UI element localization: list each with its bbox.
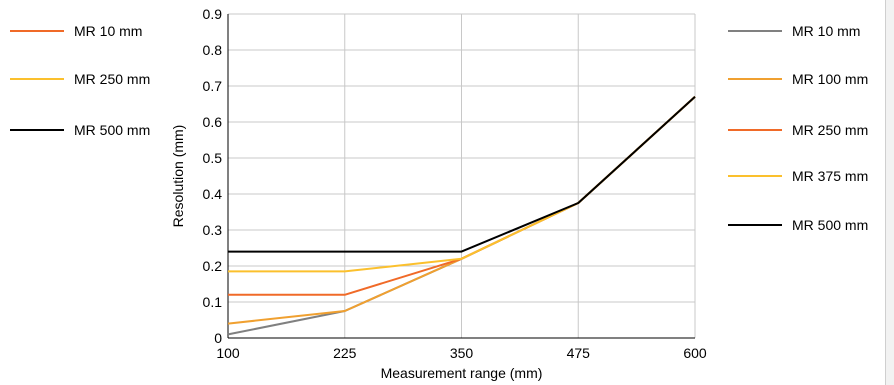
legend-right-item: MR 100 mm (728, 69, 868, 89)
legend-label: MR 500 mm (74, 122, 151, 138)
legend-label: MR 250 mm (74, 71, 151, 87)
legend-swatch (728, 224, 782, 226)
legend-right-item: MR 500 mm (728, 215, 868, 235)
legend-swatch (728, 30, 782, 32)
legend-label: MR 375 mm (792, 168, 869, 184)
legend-swatch (10, 129, 64, 131)
y-tick-label: 0.4 (203, 186, 223, 202)
y-tick-label: 0.7 (203, 78, 223, 94)
y-axis-title: Resolution (mm) (170, 125, 186, 228)
y-tick-label: 0 (214, 330, 222, 346)
legend-swatch (728, 129, 782, 131)
legend-swatch (728, 78, 782, 80)
y-tick-label: 0.1 (203, 294, 223, 310)
series-line (228, 96, 696, 253)
legend-left-item: MR 250 mm (10, 69, 150, 89)
legend-right-item: MR 250 mm (728, 120, 868, 140)
legend-label: MR 250 mm (792, 122, 869, 138)
y-tick-label: 0.2 (203, 258, 223, 274)
x-tick-label: 600 (683, 345, 707, 361)
legend-label: MR 500 mm (792, 217, 869, 233)
x-tick-label: 100 (216, 345, 240, 361)
legend-left-item: MR 500 mm (10, 120, 150, 140)
y-tick-label: 0.8 (203, 42, 223, 58)
legend-left-item: MR 10 mm (10, 21, 142, 41)
x-axis-title: Measurement range (mm) (381, 365, 543, 381)
legend-label: MR 10 mm (74, 23, 143, 39)
x-tick-label: 225 (333, 345, 357, 361)
x-tick-label: 350 (450, 345, 474, 361)
y-tick-label: 0.5 (203, 150, 223, 166)
y-tick-label: 0.3 (203, 222, 223, 238)
legend-label: MR 100 mm (792, 71, 869, 87)
legend-swatch (10, 30, 64, 32)
x-tick-label: 475 (567, 345, 591, 361)
legend-swatch (728, 175, 782, 177)
legend-right-item: MR 10 mm (728, 21, 860, 41)
legend-label: MR 10 mm (792, 23, 861, 39)
legend-right-item: MR 375 mm (728, 166, 868, 186)
y-tick-label: 0.6 (203, 114, 223, 130)
legend-swatch (10, 78, 64, 80)
scrollbar-edge (885, 0, 894, 385)
y-tick-label: 0.9 (203, 6, 223, 22)
